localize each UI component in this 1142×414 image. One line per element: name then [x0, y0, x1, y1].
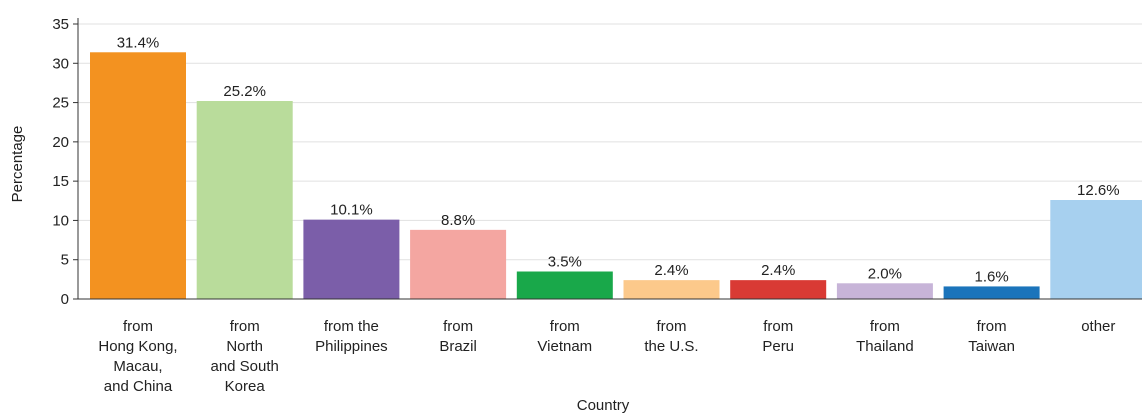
data-label: 2.4%: [761, 262, 795, 279]
data-label: 2.4%: [654, 262, 688, 279]
bar: [196, 101, 293, 299]
bar: [836, 283, 933, 299]
x-axis-title: Country: [577, 397, 630, 414]
data-label: 25.2%: [223, 83, 266, 100]
x-tick-label: from Taiwan: [968, 318, 1015, 355]
x-tick-label: from North and South Korea: [210, 318, 278, 395]
data-label: 1.6%: [974, 268, 1008, 285]
y-tick-label: 30: [52, 55, 69, 72]
y-tick-label: 25: [52, 95, 69, 112]
axes: 0 5 10 15 20 25 30 35: [52, 16, 1142, 308]
x-tick-label: from the Philippines: [315, 318, 388, 355]
x-tick-label: from Vietnam: [537, 318, 592, 355]
y-tick-label: 20: [52, 134, 69, 151]
data-label: 31.4%: [117, 34, 160, 51]
x-tick-label: other: [1081, 318, 1115, 335]
data-label: 2.0%: [868, 265, 902, 282]
x-tick-label: from Peru: [762, 318, 794, 355]
y-tick-label: 5: [61, 252, 69, 269]
y-tick-label: 35: [52, 16, 69, 33]
y-axis-title: Percentage: [9, 126, 26, 203]
x-tick-label: from the U.S.: [644, 318, 698, 355]
data-label: 8.8%: [441, 212, 475, 229]
bar: [410, 229, 507, 299]
bar: [516, 271, 613, 299]
x-tick-label: from Hong Kong, Macau, and China: [98, 318, 177, 395]
y-tick-label: 15: [52, 173, 69, 190]
data-label: 10.1%: [330, 202, 373, 219]
bar: [90, 52, 186, 300]
x-tick-label: from Thailand: [856, 318, 914, 355]
labels-group: 31.4% from Hong Kong, Macau, and China 25.2% f…: [98, 34, 1119, 395]
bar: [730, 280, 827, 299]
data-label: 12.6%: [1077, 182, 1120, 199]
bar: [623, 280, 720, 299]
y-tick-label: 10: [52, 212, 69, 229]
bar: [303, 219, 400, 299]
x-tick-label: from Brazil: [439, 318, 477, 355]
data-label: 3.5%: [548, 254, 582, 271]
bar: [943, 286, 1040, 299]
bar: [1050, 200, 1142, 299]
bars-group: [90, 52, 1142, 300]
y-tick-label: 0: [61, 291, 69, 308]
